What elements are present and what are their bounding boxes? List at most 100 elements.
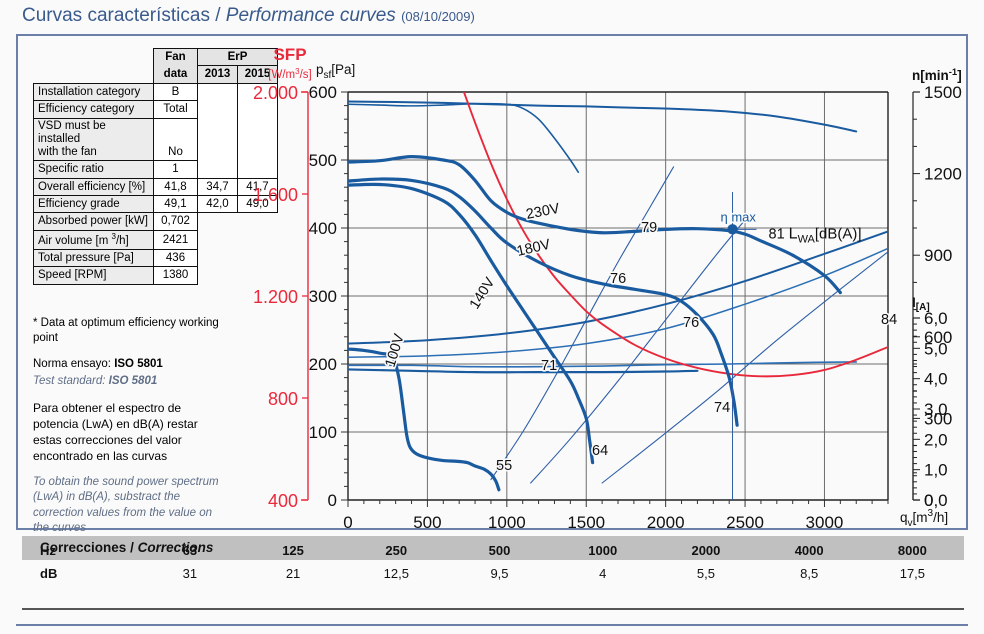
table-header-row-1: Fan ErP [34, 47, 278, 67]
sfp-axis-title: SFP [273, 45, 306, 64]
corrections-data: Hz 63 125 250 500 1000 2000 4000 8000 dB… [22, 536, 964, 586]
curve-efficiency-iso-3 [601, 251, 888, 484]
fan-data-table: Fan ErP data 2013 2015 Installation cate… [33, 47, 278, 285]
row-erp2013: 34,7 [197, 177, 238, 196]
curve-pressure-230V [348, 154, 842, 295]
corrections-freq: 8000 [897, 543, 927, 558]
current-tick-label: 2,0 [924, 430, 948, 449]
corrections-db-row: dB 31 21 12,5 9,5 4 5,5 8,5 17,5 [22, 560, 964, 586]
table-row: Total pressure [Pa] 436 [33, 248, 278, 268]
speed-tick-label: 0 [924, 491, 933, 510]
norma-ensayo: Norma ensayo: ISO 5801 [33, 357, 228, 372]
speed-tick-label: 1500 [924, 83, 962, 102]
table-row: Speed [RPM] 1380 [33, 266, 278, 285]
table-row: Installation category B [33, 82, 278, 179]
sound-label-76b-halo: 76 [683, 315, 699, 331]
sound-label-64-halo: 64 [592, 443, 608, 459]
test-standard-value: ISO 5801 [108, 374, 158, 387]
corrections-freq: 500 [488, 543, 511, 558]
voltage-label-230v: 230V [525, 201, 562, 223]
row-erp2013 [197, 82, 238, 179]
sfp-tick-label: 400 [268, 491, 298, 511]
current-tick-label: 6,0 [924, 309, 948, 328]
corrections-title-es: Correcciones [40, 540, 127, 555]
header-fan-data-2: data [153, 65, 198, 84]
y-tick-label-pressure: 400 [309, 219, 337, 238]
sfp-tick-label: 2.000 [253, 83, 298, 103]
curve-sfp [462, 92, 888, 378]
x-axis-label: qv[m3/h] [900, 508, 948, 529]
voltage-label-180v: 180V [515, 237, 552, 260]
row-value: Total [153, 100, 198, 119]
x-tick-label: 1500 [567, 513, 605, 532]
table-row: Efficiency grade 49,1 42,0 49,0 [33, 194, 278, 214]
speed-tick-label: 900 [924, 246, 952, 265]
curve-current-2 [348, 247, 888, 358]
sound-label-74-halo: 74 [714, 400, 730, 416]
row-label: Efficiency grade [33, 194, 154, 214]
sfp-axis-units: [W/m3/s] [268, 67, 311, 81]
x-tick-label: 1000 [488, 513, 526, 532]
curve-pressure-180V [348, 177, 739, 427]
speed-axis-label: n[min-1] [912, 67, 962, 83]
sound-label-76b: 76 [683, 315, 699, 331]
current-tick-label: 3,0 [924, 400, 948, 419]
y-axis-label-pressure: psf[Pa] [316, 62, 355, 81]
title-separator: / [215, 5, 221, 26]
corrections-value: 4 [551, 560, 655, 586]
row-erp2015: 41,7 [237, 177, 278, 196]
lwa-annotation: 81 LWA[dB(A)] [769, 225, 862, 245]
curve-current-3 [348, 361, 858, 368]
spanish-note: Para obtener el espectro de potencia (Lw… [33, 400, 198, 463]
eta-max-label-halo: η max [721, 209, 757, 224]
page-title: Curvas características / Performance cur… [22, 5, 475, 27]
speed-tick-label: 600 [924, 328, 952, 347]
row-label-line1: VSD must be installed [38, 119, 106, 145]
x-tick-label: 500 [413, 513, 441, 532]
curve-current-1 [348, 230, 888, 345]
x-tick-label: 2500 [726, 513, 764, 532]
corrections-db-label: dB [22, 560, 139, 586]
row-label: VSD must be installed with the fan [33, 117, 154, 162]
x-tick-label: 3000 [806, 513, 844, 532]
table-row: VSD must be installed with the fan No [33, 117, 278, 162]
corrections-title-en: Corrections [137, 540, 214, 555]
sfp-tick-label: 1.200 [253, 287, 298, 307]
table-row: Overall efficiency [%] 41,8 34,7 41,7 [33, 177, 278, 196]
sfp-tick-label: 1.600 [253, 185, 298, 205]
corrections-freq: 125 [282, 543, 304, 558]
current-tick-label: 5,0 [924, 339, 948, 358]
curve-speed-2 [348, 102, 580, 174]
current-tick-label: 4,0 [924, 370, 948, 389]
sound-label-74: 74 [714, 400, 730, 416]
row-label: Installation category [33, 82, 154, 102]
row-label: Absorbed power [kW] [33, 212, 154, 231]
notes-block: * Data at optimum efficiency working poi… [33, 316, 228, 537]
curve-efficiency-iso-1 [490, 166, 675, 481]
curve-speed-top [348, 100, 858, 133]
title-spanish: Curvas características [22, 5, 210, 26]
table-row: Absorbed power [kW] 0,702 [33, 212, 278, 231]
sound-label-79: 79 [641, 220, 657, 236]
eta-max-label: η max [721, 209, 757, 224]
footnote-optimum-efficiency: * Data at optimum efficiency working poi… [33, 317, 219, 345]
header-fan-data-1: Fan [153, 47, 198, 66]
speed-tick-label: 1200 [924, 165, 962, 184]
title-english: Performance curves [225, 5, 396, 26]
corrections-freq: 2000 [691, 543, 721, 558]
corrections-underline [22, 608, 964, 610]
y-tick-label-pressure: 300 [309, 287, 337, 306]
row-erp2015 [237, 82, 278, 179]
y-tick-label-pressure: 600 [309, 83, 337, 102]
corrections-table: Correcciones / Corrections Hz 63 125 250… [22, 536, 964, 610]
row-label: Overall efficiency [%] [33, 177, 154, 196]
norma-label: Norma ensayo: [33, 358, 111, 371]
curve-pressure-140V [348, 182, 595, 465]
speed-tick-label: 300 [924, 409, 952, 428]
corrections-value: 9,5 [447, 560, 552, 586]
sfp-tick-label: 800 [268, 389, 298, 409]
curves-group [348, 92, 888, 492]
voltage-label-140v: 140V [467, 275, 499, 312]
